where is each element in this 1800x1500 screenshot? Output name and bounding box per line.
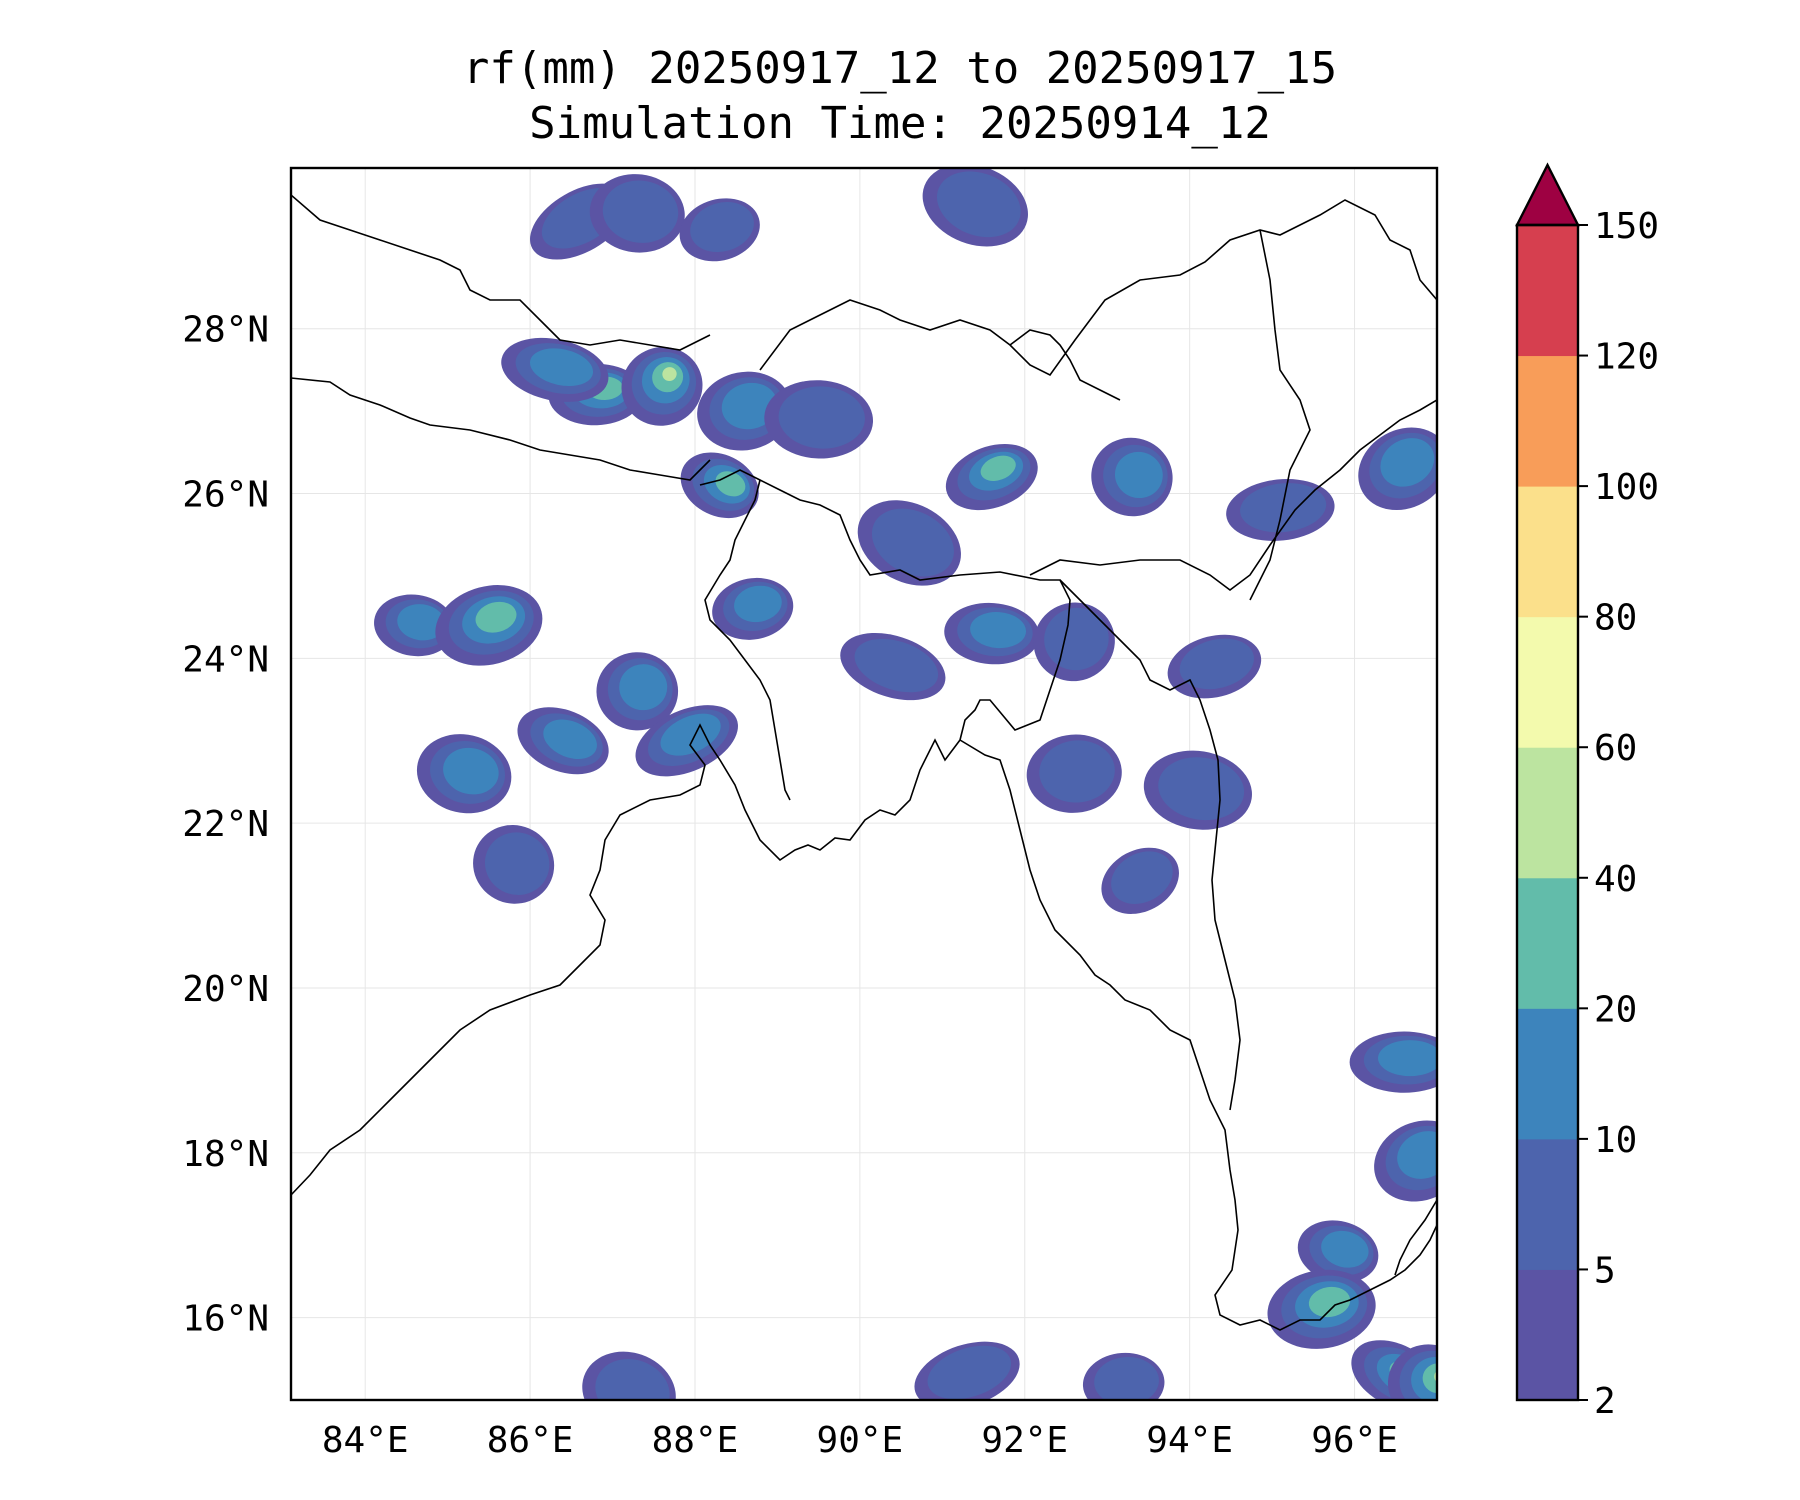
rain-contour [871,508,954,577]
rain-contour [1422,1363,1437,1394]
lat-tick-label: 18°N [182,1134,269,1175]
border-myanmar-india [1059,579,1241,1111]
rain-contour [443,747,499,795]
rain-contour [595,1359,670,1400]
colorbar-tick-label: 5 [1594,1250,1616,1291]
lon-tick-label: 86°E [487,1420,574,1461]
rain-contour [734,585,782,623]
rain-contour [1158,757,1245,821]
colorbar-tick-label: 40 [1594,859,1637,900]
border-myanmar-east [1249,229,1311,601]
rain-contour [1044,607,1109,671]
rain-contour [1114,451,1163,499]
colorbar-tick-label: 100 [1594,467,1659,508]
lat-tick-label: 16°N [182,1299,269,1340]
rain-contour [602,180,679,243]
colorbar-tick-label: 10 [1594,1120,1637,1161]
map-title-line1: rf(mm) 20250917_12 to 20250917_15 [462,43,1338,94]
border-nepal-india [291,194,711,351]
colorbar-segment [1517,1269,1578,1401]
rain-contour [530,348,594,387]
rain-contour [1321,1230,1369,1268]
rain-contour [1308,1286,1351,1318]
border-india-northeast [1009,329,1121,401]
border-bangladesh-west [704,479,791,801]
rain-contour [660,713,721,756]
lat-tick-label: 24°N [182,639,269,680]
coastlines-and-borders [291,194,1437,1331]
rain-contour [1039,740,1115,803]
rain-contour [1111,851,1173,904]
rainfall-contours [374,168,1437,1400]
colorbar-tick-label: 20 [1594,989,1637,1030]
lon-tick-label: 90°E [817,1420,904,1461]
rain-contour [1380,438,1435,487]
coastline-west [291,723,961,1196]
lon-tick-label: 84°E [322,1420,409,1461]
colorbar-extend-arrow [1515,162,1580,227]
border-india-bangladesh [699,469,1071,741]
lon-tick-label: 96°E [1311,1420,1398,1461]
colorbar-segment [1517,486,1578,618]
plot-frame [289,166,1439,1402]
lon-tick-label: 88°E [652,1420,739,1461]
longitude-axis: 84°E 86°E 88°E 90°E 92°E 94°E 96°E [322,1420,1398,1461]
rain-contour [1094,1356,1159,1400]
colorbar-tick-label: 80 [1594,598,1637,639]
colorbar: 2 5 10 20 40 60 80 100 120 150 [1515,162,1659,1422]
rain-contour [619,664,668,711]
lat-tick-label: 22°N [182,804,269,845]
rain-contour [721,382,778,430]
colorbar-frame [1515,223,1580,1402]
border-india-lower [291,377,711,481]
lat-tick-label: 20°N [182,969,269,1010]
rain-contour [927,1345,1012,1400]
colorbar-segment [1517,616,1578,748]
latitude-axis: 16°N 18°N 20°N 22°N 24°N 26°N 28°N [182,310,269,1340]
rain-contour [690,202,754,253]
colorbar-segment [1517,1138,1578,1270]
rain-contour [854,638,939,693]
rain-contour [778,386,865,449]
rain-contour [1378,1040,1437,1077]
rain-contour [715,471,746,497]
border-thailand-myanmar [1394,1199,1437,1276]
colorbar-segment [1517,1008,1578,1140]
lat-tick-label: 26°N [182,475,269,516]
rain-contour [543,719,597,759]
rain-contour [936,171,1021,238]
rain-contour [662,367,677,382]
coastline-east [959,739,1437,1331]
colorbar-tick-label: 2 [1594,1381,1616,1422]
border-northeast [1029,399,1437,591]
colorbar-segment [1517,355,1578,487]
rain-contour [484,832,550,895]
colorbar-segment [1517,747,1578,879]
rain-contour [1397,1131,1437,1179]
colorbar-tick-label: 120 [1594,337,1659,378]
colorbar-segment [1517,225,1578,357]
colorbar-tick-label: 60 [1594,728,1637,769]
lon-tick-label: 94°E [1146,1420,1233,1461]
rain-contour [980,455,1016,481]
colorbar-segment [1517,877,1578,1009]
rain-contour [970,611,1027,649]
rain-contour [475,601,517,633]
border-bhutan-tibet [759,199,1437,377]
lon-tick-label: 92°E [981,1420,1068,1461]
map-title-line2: Simulation Time: 20250914_12 [529,98,1271,149]
rain-contour [397,604,446,641]
lat-tick-label: 28°N [182,310,269,351]
colorbar-tick-label: 150 [1594,206,1659,247]
rain-contour [1179,638,1254,690]
